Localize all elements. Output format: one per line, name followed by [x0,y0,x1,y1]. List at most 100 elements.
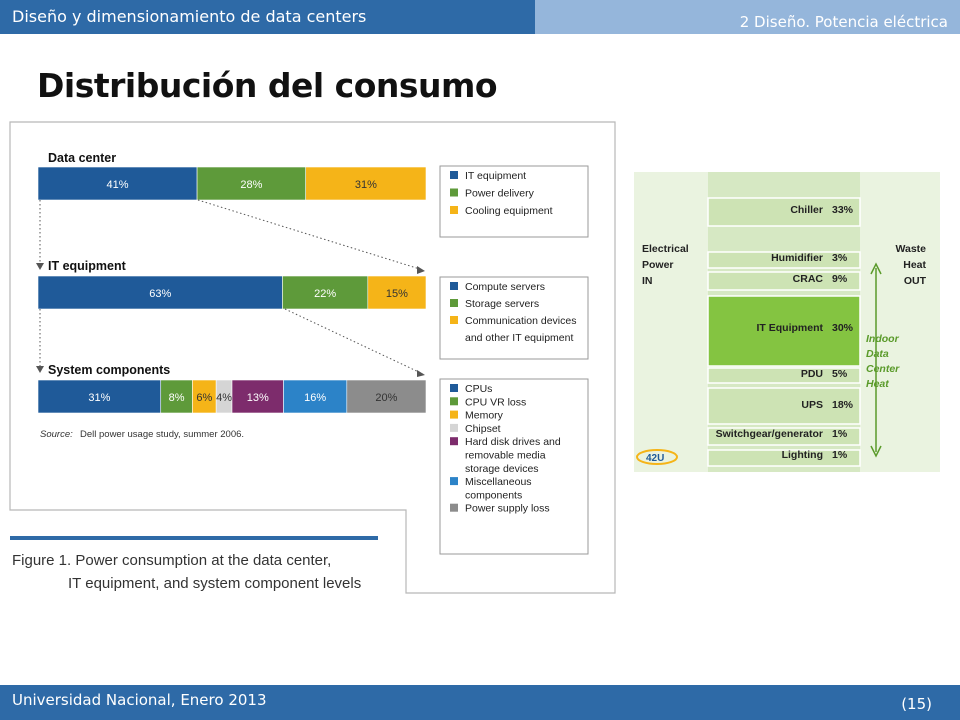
legend-label: Compute servers [465,281,545,293]
bar-value-label: 31% [88,392,110,404]
heat-row-label: PDU [801,368,823,380]
bar-segment [346,379,427,414]
bar-segment [37,166,198,201]
heat-row-value: 3% [832,252,848,264]
waste-heat-label: OUT [904,275,927,287]
legend-label: removable media [465,450,546,462]
heat-row-value: 33% [832,204,854,216]
legend-label: Miscellaneous [465,476,532,488]
heat-row-label: IT Equipment [757,322,824,334]
heat-row [707,449,861,467]
bar-value-label: 28% [240,179,262,191]
electrical-in-label: IN [642,275,653,287]
legend-swatch [450,206,458,214]
bar-value-label: 31% [355,179,377,191]
heat-row-value: 1% [832,428,848,440]
connector-arrow [417,266,425,274]
legend-swatch [450,423,458,432]
heat-row-value: 5% [832,368,848,380]
legend-swatch [450,282,458,290]
legend-label: Chipset [465,423,501,435]
legend-label: IT equipment [465,170,526,182]
heat-row-value: 9% [832,273,848,285]
legend-label: and other IT equipment [465,332,573,344]
header-right-band: 2 Diseño. Potencia eléctrica [535,0,960,34]
figure-caption-line2: IT equipment, and system component level… [68,575,361,592]
indoor-heat-note: Center [866,363,900,375]
bar-segment [37,379,162,414]
heat-row [707,197,861,227]
heat-row-label: Lighting [782,449,823,461]
connector-line [197,199,424,271]
course-title: Diseño y dimensionamiento de data center… [12,7,367,26]
header-left-band: Diseño y dimensionamiento de data center… [0,0,535,34]
heat-row [707,387,861,425]
bar-segment [283,379,348,414]
connector-arrow [417,370,425,377]
bar-value-label: 15% [386,288,408,300]
bar-segment [231,379,284,414]
legend-swatch [450,477,458,486]
heat-row [707,251,861,269]
figure-caption-line1: Figure 1. Power consumption at the data … [12,552,331,569]
legend-swatch [450,503,458,512]
bar-segment [37,275,283,310]
legend-swatch [450,299,458,307]
heat-row-value: 1% [832,449,848,461]
indoor-heat-note: Indoor [866,333,900,345]
figure-frame [9,121,616,594]
legend-swatch [450,437,458,446]
logo-42u: 42U [646,453,664,464]
indoor-heat-note: Data [866,348,889,360]
bar-value-label: 8% [169,392,185,404]
bar-value-label: 22% [314,288,336,300]
legend-label: Storage servers [465,298,539,310]
heat-row-label: UPS [801,399,823,411]
waste-heat-label: Waste [895,243,926,255]
legend-label: Hard disk drives and [465,436,561,448]
connector-line [284,308,424,375]
heat-arrow-up [870,262,882,275]
bar-value-label: 63% [149,288,171,300]
footer-bar: Universidad Nacional, Enero 2013 (15) [0,685,960,720]
bar-value-label: 13% [247,392,269,404]
group-title: System components [48,363,170,377]
source-label: Source: [40,429,73,440]
heat-row-value: 30% [832,322,854,334]
legend-label: Power delivery [465,188,535,200]
legend-swatch [450,188,458,197]
bar-segment [305,166,427,201]
heat-row [707,271,861,291]
legend-swatch [450,397,458,406]
legend-swatch [450,316,458,324]
legend-box [439,378,589,555]
waste-heat-label: Heat [903,259,926,271]
heat-row-label: Chiller [790,204,823,216]
group-title: IT equipment [48,259,127,273]
bar-value-label: 41% [107,179,129,191]
legend-label: components [465,489,522,501]
electrical-in-label: Electrical [642,243,689,255]
caption-rule [10,536,378,540]
bar-segment [196,166,307,201]
bar-segment [282,275,369,310]
bar-segment [367,275,427,310]
group-title: Data center [48,151,116,165]
bar-value-label: 20% [375,392,397,404]
electrical-in-label: Power [642,259,674,271]
heat-row-label: CRAC [793,273,824,285]
section-title: 2 Diseño. Potencia eléctrica [739,13,948,31]
legend-box [439,276,589,360]
heat-row [707,367,861,384]
legend-label: CPU VR loss [465,396,526,408]
legend-swatch [450,384,458,392]
indoor-heat-note: Heat [866,378,889,390]
connector-arrow [36,366,44,373]
slide-title: Distribución del consumo [37,66,498,105]
legend-label: Memory [465,410,504,422]
legend-label: storage devices [465,463,539,475]
heat-row-label: Switchgear/generator [716,428,823,440]
heat-row-label: Humidifier [771,252,823,264]
legend-swatch [450,171,458,179]
